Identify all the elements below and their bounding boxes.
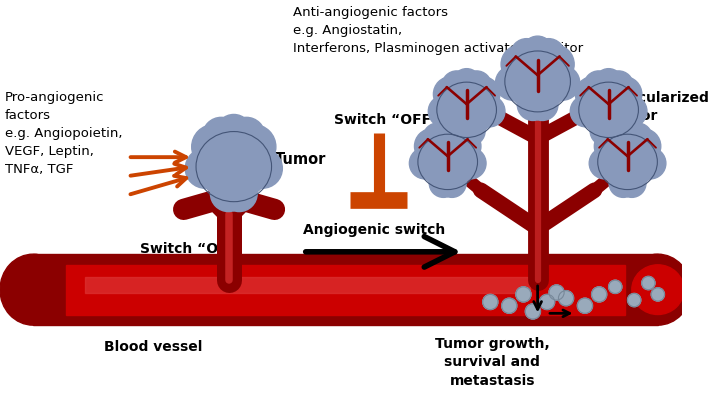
- Circle shape: [243, 148, 283, 188]
- Text: Switch “OFF”: Switch “OFF”: [334, 113, 441, 127]
- Circle shape: [518, 89, 549, 120]
- Circle shape: [455, 148, 486, 179]
- Circle shape: [462, 71, 491, 101]
- Text: Tumor growth,
survival and
metastasis: Tumor growth, survival and metastasis: [435, 337, 549, 388]
- Ellipse shape: [599, 135, 656, 188]
- Circle shape: [575, 76, 611, 112]
- Circle shape: [231, 124, 276, 169]
- Circle shape: [464, 76, 500, 112]
- Circle shape: [428, 95, 459, 127]
- Circle shape: [578, 298, 593, 313]
- Circle shape: [546, 66, 580, 100]
- Circle shape: [438, 169, 466, 197]
- Circle shape: [216, 114, 252, 150]
- Text: Pro-angiogenic
factors
e.g. Angiopoietin,
VEGF, Leptin,
TNFα, TGF: Pro-angiogenic factors e.g. Angiopoietin…: [5, 91, 123, 176]
- Ellipse shape: [0, 254, 66, 325]
- Circle shape: [618, 169, 646, 197]
- Circle shape: [626, 129, 660, 164]
- Text: Tumor: Tumor: [275, 152, 326, 167]
- Circle shape: [642, 276, 655, 289]
- Circle shape: [603, 123, 632, 152]
- Circle shape: [606, 76, 642, 112]
- Circle shape: [510, 39, 543, 71]
- Circle shape: [501, 45, 540, 84]
- Circle shape: [634, 148, 666, 179]
- Circle shape: [410, 148, 441, 179]
- Bar: [66, 265, 624, 314]
- Circle shape: [651, 288, 665, 301]
- Circle shape: [614, 121, 642, 149]
- Circle shape: [549, 285, 564, 300]
- Ellipse shape: [506, 53, 569, 110]
- Ellipse shape: [580, 84, 637, 136]
- Circle shape: [456, 117, 485, 145]
- Circle shape: [589, 148, 621, 179]
- Circle shape: [502, 298, 517, 313]
- Circle shape: [570, 95, 601, 127]
- Ellipse shape: [624, 254, 691, 325]
- Circle shape: [433, 121, 462, 149]
- Circle shape: [539, 294, 554, 310]
- Circle shape: [590, 117, 619, 145]
- Circle shape: [627, 293, 641, 307]
- Circle shape: [592, 287, 607, 302]
- Circle shape: [609, 169, 637, 197]
- Circle shape: [623, 123, 653, 152]
- Circle shape: [442, 71, 472, 101]
- Circle shape: [522, 36, 553, 67]
- Text: Anti-angiogenic factors
e.g. Angiostatin,
Interferons, Plasminogen activator inh: Anti-angiogenic factors e.g. Angiostatin…: [293, 6, 583, 55]
- Ellipse shape: [632, 265, 684, 314]
- Circle shape: [532, 39, 565, 71]
- Circle shape: [228, 117, 265, 155]
- Bar: [33, 254, 658, 325]
- Circle shape: [446, 129, 481, 164]
- Ellipse shape: [198, 133, 270, 200]
- Text: Angiogenic switch: Angiogenic switch: [303, 223, 445, 238]
- Circle shape: [474, 95, 505, 127]
- Text: Vascularized
tumor: Vascularized tumor: [611, 91, 709, 123]
- Circle shape: [433, 76, 469, 112]
- Circle shape: [192, 124, 236, 169]
- Circle shape: [584, 71, 614, 101]
- Circle shape: [448, 117, 477, 145]
- Circle shape: [211, 175, 247, 211]
- Circle shape: [598, 117, 627, 145]
- Circle shape: [603, 71, 633, 101]
- Circle shape: [609, 280, 622, 293]
- Circle shape: [483, 294, 498, 310]
- Circle shape: [443, 123, 472, 152]
- Circle shape: [415, 129, 450, 164]
- Circle shape: [429, 169, 458, 197]
- Circle shape: [594, 69, 623, 97]
- Circle shape: [594, 129, 629, 164]
- Ellipse shape: [420, 135, 476, 188]
- Circle shape: [516, 287, 531, 302]
- Circle shape: [527, 89, 558, 120]
- Circle shape: [526, 304, 541, 319]
- Text: Blood vessel: Blood vessel: [104, 340, 203, 354]
- Bar: [85, 277, 530, 293]
- Ellipse shape: [438, 84, 495, 136]
- Circle shape: [616, 95, 647, 127]
- Circle shape: [423, 123, 453, 152]
- Circle shape: [203, 117, 240, 155]
- Circle shape: [221, 175, 257, 211]
- Circle shape: [536, 45, 574, 84]
- Text: Switch “ON”: Switch “ON”: [140, 242, 239, 256]
- Circle shape: [495, 66, 530, 100]
- Circle shape: [453, 69, 481, 97]
- Circle shape: [559, 291, 574, 306]
- Circle shape: [185, 148, 225, 188]
